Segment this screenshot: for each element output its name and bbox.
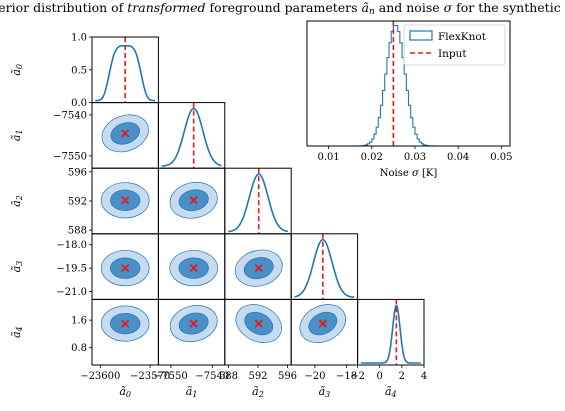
x-axis-label-2: ã2 — [252, 385, 264, 399]
noise-x-tick-label-3: 0.04 — [447, 152, 469, 163]
panel-3-3 — [290, 233, 359, 300]
x-tick-label-1-1: −7540 — [195, 371, 229, 382]
y-axis-label-4: ã4 — [10, 326, 24, 338]
input-marker-4-1 — [189, 319, 198, 328]
x-tick-label-4-2: 2 — [399, 371, 405, 382]
panel-3-1 — [157, 233, 226, 300]
panel-4-4: −2 0 2 4 ã4 — [350, 298, 427, 399]
panel-frame-3-3 — [290, 233, 359, 300]
noise-x-tick-label-1: 0.02 — [361, 152, 383, 163]
chart-title: Posterior distribution of transformed fo… — [0, 0, 565, 17]
panel-4-2: 588 592 596 ã2 — [219, 298, 297, 399]
panel-4-0: −23600 −23570 ã0 0.8 1.6 ã4 — [10, 298, 170, 399]
panel-3-0: −21.0 −19.5 −18.0 ã3 — [10, 233, 159, 300]
x-tick-label-0-0: −23600 — [80, 371, 120, 382]
input-marker-3-2 — [254, 264, 263, 273]
y-tick-label-1-1: −7540 — [53, 110, 87, 121]
marginal-curve-3 — [294, 238, 355, 298]
noise-panel: 0.01 0.02 0.03 0.04 0.05 Noise σ [K] FlexKnot I… — [306, 20, 512, 179]
panel-0-0: 0.0 0.5 1.0 ã0 — [10, 33, 159, 109]
legend-label-input: Input — [438, 48, 467, 60]
y-tick-label-4-1: 1.6 — [71, 316, 87, 327]
x-tick-label-3-0: −20 — [304, 371, 325, 382]
panel-4-3: −20 −18 ã3 — [290, 298, 359, 399]
panel-1-1 — [157, 102, 226, 169]
panel-2-1 — [157, 167, 226, 235]
y-tick-label-0-2: 1.0 — [71, 33, 87, 44]
y-tick-label-2-1: 592 — [68, 197, 87, 208]
panel-3-2 — [224, 233, 292, 300]
legend-label-flexknot: FlexKnot — [438, 31, 487, 43]
panel-4-1: −7550 −7540 ã1 — [154, 298, 229, 399]
y-tick-label-2-2: 596 — [68, 167, 87, 178]
x-axis-label-3: ã3 — [319, 385, 331, 399]
input-marker-2-0 — [121, 196, 130, 205]
noise-legend: FlexKnot Input — [403, 24, 506, 66]
noise-x-tick-label-2: 0.03 — [404, 152, 426, 163]
x-tick-label-3-1: −18 — [336, 371, 357, 382]
x-tick-label-0-1: −23570 — [130, 371, 170, 382]
x-tick-label-1-0: −7550 — [154, 371, 188, 382]
input-marker-4-0 — [121, 319, 130, 328]
marginal-curve-4 — [360, 304, 421, 364]
y-tick-label-2-0: 588 — [68, 226, 87, 237]
x-tick-label-2-0: 588 — [219, 371, 238, 382]
panel-2-0: 588 592 596 ã2 — [10, 167, 159, 237]
noise-x-tick-label-4: 0.05 — [490, 152, 512, 163]
corner-panels: 0.00.51.0ã0−7550−7540ã1588592596ã2−21.0−… — [10, 33, 427, 400]
x-tick-label-4-1: 0 — [377, 371, 383, 382]
input-marker-4-3 — [318, 319, 327, 328]
input-marker-3-0 — [121, 264, 130, 273]
marginal-curve-2 — [228, 173, 289, 233]
x-axis-label-1: ã1 — [186, 385, 198, 399]
noise-frame — [306, 20, 511, 147]
y-tick-label-0-1: 0.5 — [71, 65, 87, 76]
y-axis-label-2: ã2 — [10, 195, 24, 207]
y-tick-label-3-0: −21.0 — [56, 287, 87, 298]
marginal-curve-1 — [161, 107, 222, 167]
y-tick-label-0-0: 0.0 — [71, 98, 87, 109]
x-tick-label-2-1: 592 — [248, 371, 267, 382]
x-axis-label-0: ã0 — [119, 385, 131, 399]
panel-2-2 — [224, 167, 292, 235]
noise-x-axis-label: Noise σ [K] — [380, 168, 438, 179]
y-tick-label-1-0: −7550 — [53, 151, 87, 162]
input-marker-3-1 — [189, 264, 198, 273]
y-tick-label-3-2: −18.0 — [56, 240, 87, 251]
input-marker-2-1 — [189, 196, 198, 205]
y-axis-label-1: ã1 — [10, 130, 24, 142]
legend-swatch-flexknot — [409, 30, 433, 41]
legend-box — [403, 24, 506, 66]
input-marker-1-0 — [121, 129, 130, 138]
y-axis-label-3: ã3 — [10, 261, 24, 273]
x-axis-label-4: ã4 — [385, 385, 397, 399]
x-tick-label-4-0: −2 — [350, 371, 365, 382]
y-tick-label-3-1: −19.5 — [56, 264, 87, 275]
noise-histogram — [353, 24, 441, 147]
x-tick-label-2-2: 596 — [278, 371, 297, 382]
y-tick-label-4-0: 0.8 — [71, 343, 87, 354]
panel-1-0: −7550 −7540 ã1 — [10, 102, 159, 169]
y-axis-label-0: ã0 — [10, 64, 24, 76]
panel-frame-4-4 — [357, 298, 425, 366]
x-tick-label-4-3: 4 — [421, 371, 427, 382]
noise-x-tick-label-0: 0.01 — [317, 152, 339, 163]
input-marker-4-2 — [254, 319, 263, 328]
panel-frame-1-1 — [157, 102, 226, 169]
